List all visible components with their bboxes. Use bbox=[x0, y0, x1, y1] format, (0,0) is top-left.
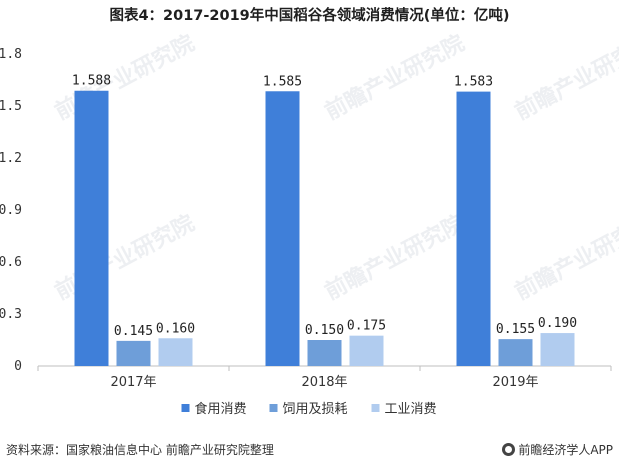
y-tick-label: 1.5 bbox=[0, 99, 22, 114]
y-tick-label: 0.9 bbox=[0, 203, 22, 218]
watermark-text: 前瞻产业研究院 bbox=[511, 210, 619, 305]
bar bbox=[116, 340, 151, 366]
data-label: 1.585 bbox=[263, 74, 302, 89]
data-label: 0.155 bbox=[496, 322, 535, 337]
watermark-text: 前瞻产业研究院 bbox=[321, 30, 469, 125]
bar bbox=[498, 339, 533, 366]
watermark-text: 前瞻产业研究院 bbox=[321, 210, 469, 305]
x-tick-label: 2019年 bbox=[492, 375, 538, 390]
data-label: 0.145 bbox=[114, 324, 153, 339]
data-label: 0.150 bbox=[305, 323, 344, 338]
source-note: 资料来源：国家粮油信息中心 前瞻产业研究院整理 bbox=[6, 443, 274, 457]
y-tick-label: 1.2 bbox=[0, 151, 22, 166]
bar bbox=[158, 338, 193, 366]
data-label: 1.583 bbox=[454, 75, 493, 90]
x-tick-label: 2018年 bbox=[301, 375, 347, 390]
bar bbox=[540, 333, 575, 366]
data-label: 0.175 bbox=[347, 319, 386, 334]
brand-name: 前瞻经济学人APP bbox=[518, 443, 613, 457]
y-tick-label: 0 bbox=[14, 359, 22, 374]
brand-logo-icon bbox=[502, 443, 516, 456]
y-tick-label: 0.6 bbox=[0, 255, 22, 270]
chart-title: 图表4：2017-2019年中国稻谷各领域消费情况(单位：亿吨) bbox=[109, 8, 510, 24]
legend-swatch bbox=[181, 404, 190, 412]
watermark-text: 前瞻产业研究院 bbox=[511, 30, 619, 125]
bar bbox=[349, 335, 384, 366]
legend-swatch bbox=[371, 404, 380, 412]
legend-label: 工业消费 bbox=[385, 402, 437, 417]
y-tick-label: 0.3 bbox=[0, 307, 22, 322]
brand-footer: 前瞻经济学人APP bbox=[502, 441, 613, 458]
data-label: 0.160 bbox=[156, 321, 195, 336]
bar bbox=[74, 90, 109, 366]
bar bbox=[307, 340, 342, 366]
data-label: 1.588 bbox=[72, 74, 111, 89]
x-tick-label: 2017年 bbox=[110, 375, 156, 390]
watermark-text: 前瞻产业研究院 bbox=[51, 210, 199, 305]
bar bbox=[265, 91, 300, 367]
legend-label: 饲用及损耗 bbox=[283, 402, 348, 417]
y-tick-label: 1.8 bbox=[0, 47, 22, 62]
legend-swatch bbox=[269, 404, 278, 412]
data-label: 0.190 bbox=[538, 316, 577, 331]
bar bbox=[456, 91, 491, 366]
legend-label: 食用消费 bbox=[195, 401, 247, 417]
